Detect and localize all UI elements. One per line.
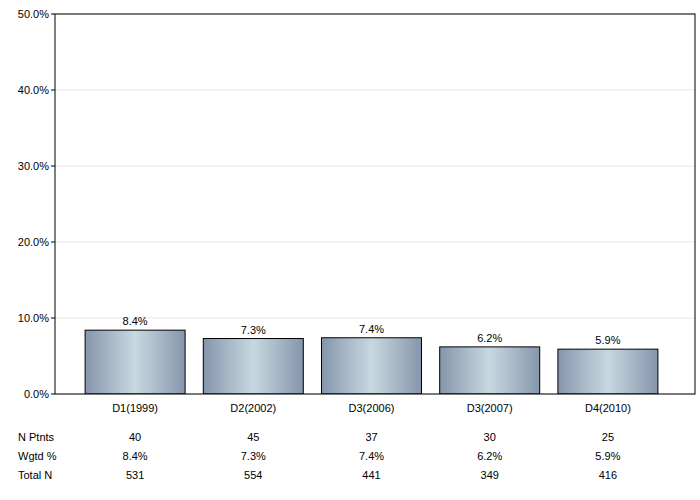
x-tick-label: D4(2010) xyxy=(585,402,631,414)
data-label: 7.4% xyxy=(359,323,384,335)
x-tick-label: D2(2002) xyxy=(230,402,276,414)
y-tick-label: 30.0% xyxy=(18,160,49,172)
x-tick-label: D1(1999) xyxy=(112,402,158,414)
bar xyxy=(85,330,185,394)
table-row-label: Total N xyxy=(18,469,52,481)
x-tick-label: D3(2006) xyxy=(349,402,395,414)
y-tick xyxy=(51,394,55,395)
x-tick-label: D3(2007) xyxy=(467,402,513,414)
grid-line xyxy=(55,90,695,91)
table-cell: 37 xyxy=(365,431,377,443)
table-cell: 30 xyxy=(484,431,496,443)
table-cell: 40 xyxy=(129,431,141,443)
table-cell: 349 xyxy=(481,469,499,481)
table-cell: 8.4% xyxy=(123,450,148,462)
y-tick-label: 20.0% xyxy=(18,236,49,248)
y-tick xyxy=(51,242,55,243)
y-tick-label: 50.0% xyxy=(18,8,49,20)
table-cell: 5.9% xyxy=(595,450,620,462)
bar xyxy=(203,339,303,394)
table-row-label: Wgtd % xyxy=(18,450,57,462)
y-tick-label: 10.0% xyxy=(18,312,49,324)
table-cell: 25 xyxy=(602,431,614,443)
data-label: 6.2% xyxy=(477,332,502,344)
table-cell: 416 xyxy=(599,469,617,481)
y-tick xyxy=(51,14,55,15)
y-tick-label: 0.0% xyxy=(24,388,49,400)
grid-line xyxy=(55,242,695,243)
chart: 0.0% 10.0% 20.0% 30.0% 40.0% 50.0% 8.4% D1(1999… xyxy=(0,0,700,500)
bar xyxy=(558,349,658,394)
chart-root: 0.0% 10.0% 20.0% 30.0% 40.0% 50.0% 8.4% D1(1999… xyxy=(0,0,700,500)
grid-line xyxy=(55,166,695,167)
bars xyxy=(85,330,658,394)
bar xyxy=(440,347,540,394)
plot-frame xyxy=(55,14,695,394)
table-cell: 531 xyxy=(126,469,144,481)
y-tick xyxy=(51,90,55,91)
y-tick-label: 40.0% xyxy=(18,84,49,96)
data-label: 8.4% xyxy=(123,315,148,327)
table-cell: 441 xyxy=(362,469,380,481)
data-label: 5.9% xyxy=(595,334,620,346)
data-label: 7.3% xyxy=(241,324,266,336)
grid-line xyxy=(55,318,695,319)
table-cell: 6.2% xyxy=(477,450,502,462)
bar xyxy=(322,338,422,394)
table-cell: 45 xyxy=(247,431,259,443)
table-cell: 554 xyxy=(244,469,262,481)
y-tick xyxy=(51,318,55,319)
table-cell: 7.3% xyxy=(241,450,266,462)
table-row-label: N Ptnts xyxy=(18,431,55,443)
table-cell: 7.4% xyxy=(359,450,384,462)
y-tick xyxy=(51,166,55,167)
